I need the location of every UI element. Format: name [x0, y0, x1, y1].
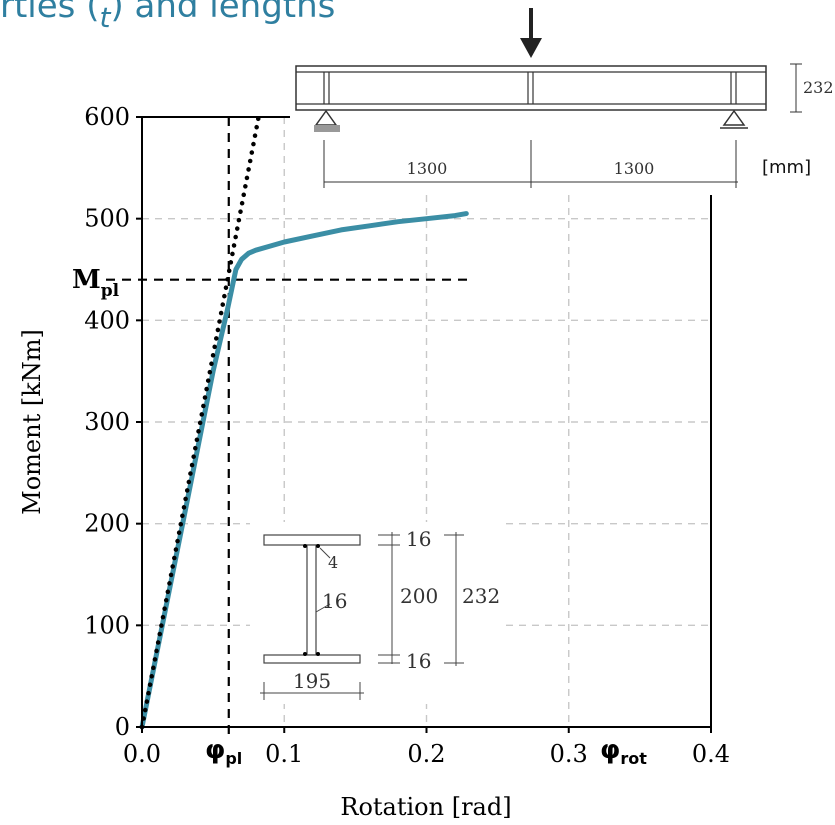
weld-dot-1 — [303, 544, 307, 548]
section-cover — [250, 522, 500, 704]
section-top-flange — [263, 534, 361, 546]
phi-pl-main: φ — [205, 735, 225, 765]
y-axis-title: Moment [kNm] — [18, 329, 46, 515]
y-tick-label-1: 100 — [84, 611, 130, 639]
flange-width-label: 195 — [293, 669, 331, 693]
total-height-label: 232 — [462, 584, 500, 608]
section-sketch: 4 16 16 200 16 232 195 — [250, 522, 500, 704]
flange-top-label: 16 — [406, 527, 431, 551]
m-pl-sub: pl — [101, 281, 120, 301]
reference-lines — [106, 117, 470, 739]
x-axis-title: Rotation [rad] — [340, 793, 511, 821]
y-tick-label-4: 400 — [84, 306, 130, 334]
beam-height-label: 232 — [803, 78, 834, 97]
beam-outline — [295, 65, 767, 111]
series-layer — [139, 114, 469, 730]
weld-dot-2 — [316, 544, 320, 548]
section-bottom-flange — [263, 654, 361, 664]
x-tick-label-3: 0.3 — [550, 740, 588, 768]
weld-label: 4 — [328, 553, 338, 572]
phi-pl-label: φpl — [205, 735, 242, 768]
phi-pl-sub: pl — [225, 749, 242, 768]
y-tick-label-2: 200 — [84, 510, 130, 538]
y-tick-label-3: 300 — [84, 408, 130, 436]
m-pl-main: M — [72, 265, 101, 295]
y-tick-label-5: 500 — [84, 205, 130, 233]
weld-dot-3 — [303, 652, 307, 656]
title-text-1: rties ( — [0, 0, 100, 26]
beam-sketch: 232 1300 1300 [mm] — [290, 8, 835, 195]
weld-dot-4 — [316, 652, 320, 656]
x-tick-label-0: 0.0 — [123, 740, 161, 768]
phi-rot-sub: rot — [620, 749, 647, 768]
load-arrow-head — [520, 38, 542, 58]
title-text-2: ) and lengths — [110, 0, 336, 26]
x-tick-label-2: 0.2 — [407, 740, 445, 768]
weld-leader — [319, 547, 331, 559]
y-tick-label-6: 600 — [84, 103, 130, 131]
tick-labels: 0 100 200 300 400 500 600 0.0 0.1 0.2 0.3 0.4 — [84, 103, 730, 768]
moment-rotation-curve — [139, 211, 469, 730]
flange-bottom-label: 16 — [406, 649, 431, 673]
x-tick-label-4: 0.4 — [692, 740, 730, 768]
support-left-base — [314, 125, 340, 132]
span-right-label: 1300 — [614, 159, 655, 178]
title-subscript: t — [99, 1, 111, 34]
support-right — [722, 109, 746, 126]
span-left-label: 1300 — [407, 159, 448, 178]
web-thk-leader — [315, 603, 331, 613]
unit-label: [mm] — [762, 157, 811, 178]
section-web — [306, 544, 317, 656]
m-pl-label: Mpl — [72, 265, 120, 301]
phi-rot-main: φ — [600, 735, 620, 765]
phi-rot-label: φrot — [600, 735, 647, 768]
x-tick-label-1: 0.1 — [265, 740, 303, 768]
dotted-elastic-line — [139, 114, 261, 730]
axes — [136, 116, 712, 733]
page-title-fragment: rties (t) and lengths — [0, 0, 336, 34]
web-height-label: 200 — [400, 584, 438, 608]
y-tick-label-0: 0 — [115, 713, 130, 741]
web-thickness-label: 16 — [322, 589, 347, 613]
